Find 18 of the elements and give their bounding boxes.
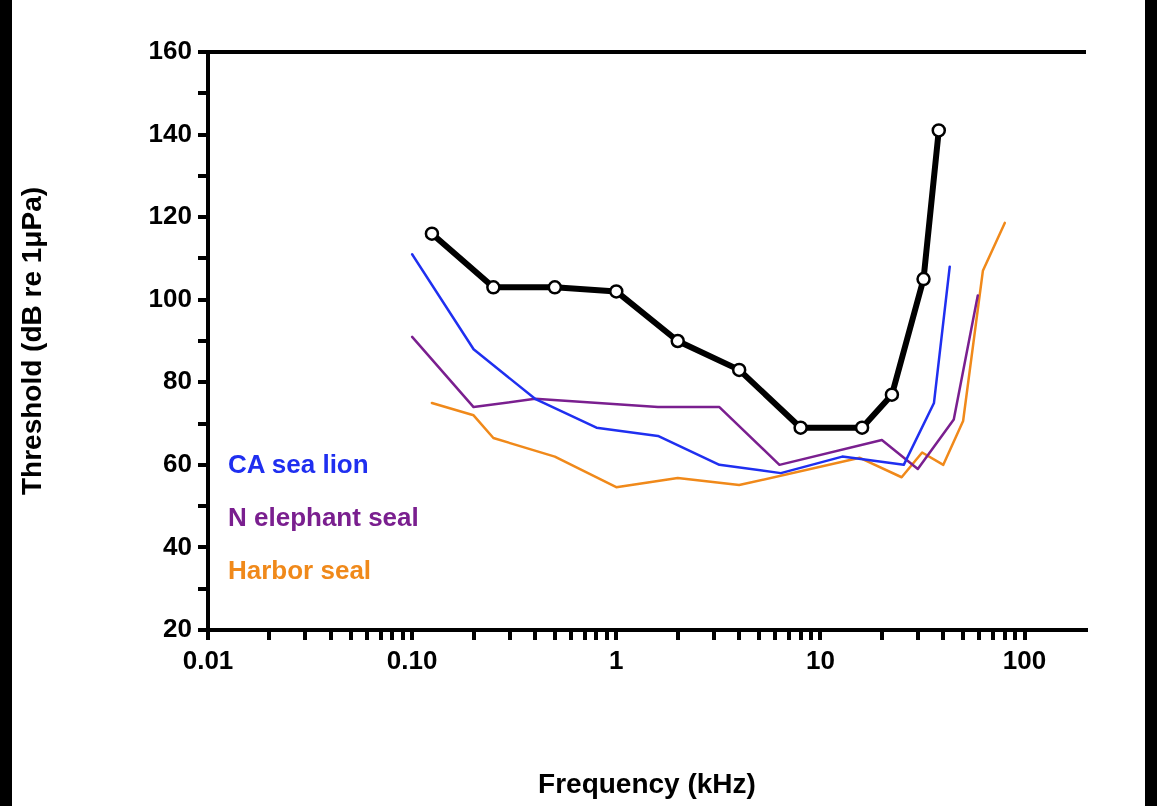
y-axis-title: Threshold (dB re 1μPa) [15,186,47,496]
y-tick-label: 60 [163,448,192,479]
y-tick-label: 120 [148,200,192,231]
x-tick-label: 1 [609,644,624,675]
text: CA sea lion [228,449,369,480]
x-axis-title: Frequency (kHz) [538,767,756,799]
x-tick-label: 100 [1002,644,1047,675]
y-tick-label: 80 [163,365,192,396]
y-tick-label: 100 [148,282,192,313]
y-tick-label: 140 [148,117,192,148]
x-tick-label: 0.10 [386,644,438,675]
y-tick-label: 20 [163,613,192,644]
x-tick-label: 10 [805,644,835,675]
text: N elephant seal [228,502,419,533]
y-tick-label: 160 [148,35,192,66]
y-tick-label: 40 [163,530,192,561]
text: Harbor seal [228,555,372,586]
x-tick-label: 0.01 [182,644,234,675]
